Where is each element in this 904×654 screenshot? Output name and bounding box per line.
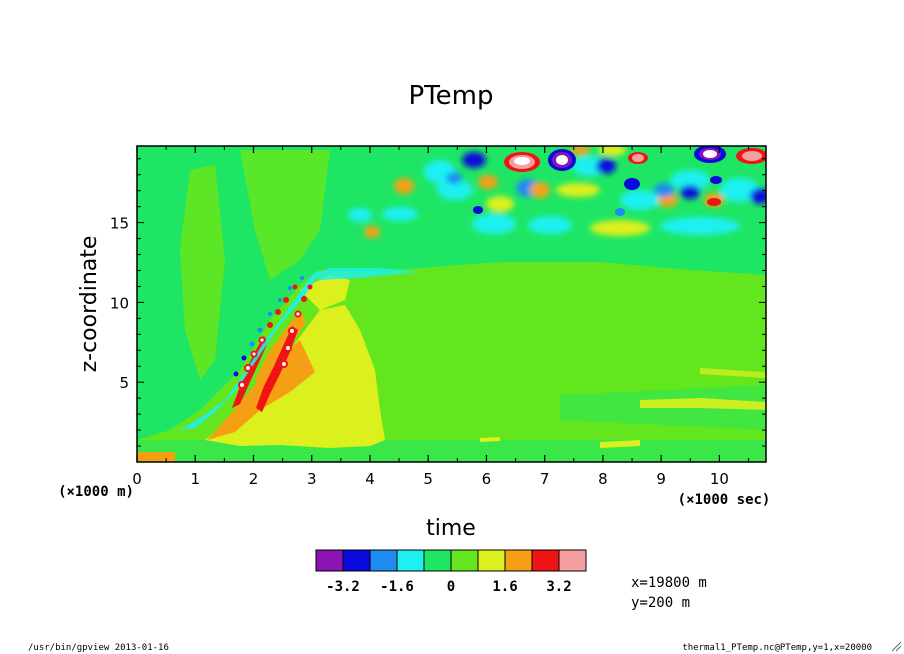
- field-strip-yellow-4: [700, 368, 766, 378]
- x-tick-label-2: 2: [249, 470, 259, 488]
- colorbar-label-2: 0: [447, 579, 455, 595]
- x-tick-label-5: 5: [423, 470, 433, 488]
- resize-grip-icon[interactable]: [890, 640, 902, 652]
- cell-white-2: [556, 155, 568, 165]
- colorbar-swatch-3: [396, 549, 425, 572]
- cell-pink-2: [632, 154, 644, 162]
- plot-frame: [136, 145, 767, 463]
- field-region-cyan-top: [312, 268, 420, 280]
- colorbar-swatch-2: [369, 549, 398, 572]
- colorbar-swatch-4: [423, 549, 452, 572]
- chart-title: PTemp: [409, 81, 494, 111]
- plot-field: [137, 146, 766, 462]
- field-strip-yellow-3: [480, 437, 500, 442]
- wave-yellow-2: [556, 183, 600, 197]
- wave-orange-4: [530, 182, 550, 198]
- wave-blue-5: [654, 183, 674, 197]
- x-tick-label-4: 4: [365, 470, 375, 488]
- colorbar-label-4: 3.2: [546, 579, 571, 595]
- y-tick-label-0: 5: [119, 374, 129, 392]
- y-axis-unit: (×1000 m): [58, 484, 134, 500]
- wave-orange-7: [570, 146, 590, 155]
- colorbar-swatch-1: [342, 549, 371, 572]
- slice-y-annotation: y=200 m: [631, 595, 690, 611]
- field-strip-yellow-2: [600, 440, 640, 448]
- wave-yellow-3: [590, 220, 650, 236]
- field-region-inner-left: [180, 165, 225, 380]
- field-strip-yellow-1: [640, 398, 766, 410]
- cell-blue-6: [615, 208, 625, 216]
- x-axis: 0 1 2 3 4 5 6 7 8 9 10: [132, 146, 750, 488]
- wave-cyan-11: [348, 208, 372, 222]
- cell-blue-5: [473, 206, 483, 214]
- wave-cyan-10: [660, 217, 740, 235]
- x-axis-label: time: [426, 516, 476, 541]
- wave-cyan-4: [472, 214, 516, 234]
- x-tick-label-10: 10: [710, 470, 729, 488]
- wave-blue-4: [596, 158, 616, 174]
- y-axis-label: z-coordinate: [77, 236, 102, 373]
- x-tick-label-1: 1: [190, 470, 200, 488]
- wave-cyan-5: [528, 216, 572, 234]
- x-tick-label-8: 8: [598, 470, 608, 488]
- wave-blue-6: [680, 185, 700, 199]
- colorbar-swatch-7: [504, 549, 533, 572]
- wave-blue-7: [750, 188, 766, 204]
- y-tick-label-2: 15: [110, 215, 129, 233]
- wave-cyan-3: [437, 180, 473, 200]
- cell-white-1: [514, 157, 530, 165]
- colorbar-label-0: -3.2: [326, 579, 360, 595]
- wave-blue-1: [462, 152, 486, 168]
- cell-blue-4: [710, 176, 722, 184]
- colorbar-swatch-6: [477, 549, 506, 572]
- colorbar-swatch-0: [315, 549, 344, 572]
- x-tick-label-9: 9: [656, 470, 666, 488]
- plume-bubbles: [233, 276, 313, 389]
- wave-orange-2: [364, 226, 380, 238]
- footer-right: thermal1_PTemp.nc@PTemp,y=1,x=20000: [682, 643, 872, 653]
- field-region-orange-low: [137, 452, 175, 462]
- field-region-mid-left: [240, 150, 330, 280]
- cell-red-4: [707, 198, 721, 206]
- wave-yellow-1: [486, 196, 514, 212]
- footer-left: /usr/bin/gpview 2013-01-16: [28, 643, 169, 653]
- x-tick-label-3: 3: [307, 470, 317, 488]
- slice-x-annotation: x=19800 m: [631, 575, 707, 591]
- x-tick-label-7: 7: [540, 470, 550, 488]
- cell-white-3: [703, 150, 717, 158]
- y-axis: 5 10 15: [110, 158, 766, 447]
- x-tick-label-0: 0: [132, 470, 142, 488]
- colorbar-swatch-9: [558, 549, 587, 572]
- wave-yellow-4: [598, 146, 626, 156]
- cell-blue-3: [624, 178, 640, 190]
- field-region-cyan-edge: [180, 270, 320, 430]
- colorbar-swatch-5: [450, 549, 479, 572]
- wave-blue-2: [446, 172, 462, 184]
- colorbar: -3.2 -1.6 0 1.6 3.2: [315, 549, 587, 595]
- wave-orange-1: [394, 178, 414, 194]
- colorbar-swatch-8: [531, 549, 560, 572]
- wave-cyan-1: [382, 207, 418, 221]
- colorbar-label-1: -1.6: [380, 579, 414, 595]
- cell-pink-3: [742, 151, 762, 161]
- wave-orange-3: [478, 175, 498, 189]
- wave-cyan-7: [620, 190, 660, 210]
- upper-cells: [473, 146, 766, 216]
- y-tick-label-1: 10: [110, 294, 129, 312]
- x-axis-unit: (×1000 sec): [678, 492, 771, 508]
- colorbar-label-3: 1.6: [492, 579, 517, 595]
- x-tick-label-6: 6: [482, 470, 492, 488]
- wave-cyan-8: [670, 170, 710, 190]
